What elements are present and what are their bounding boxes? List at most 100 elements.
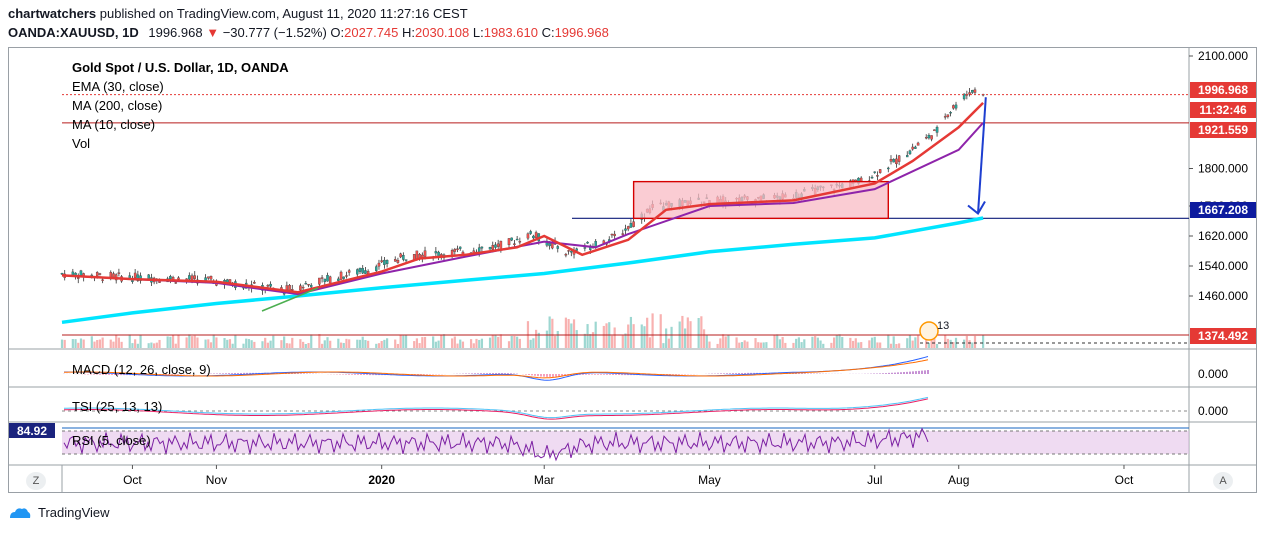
volume-bar xyxy=(724,336,727,348)
candle-body xyxy=(968,92,971,95)
volume-bar xyxy=(803,339,806,348)
volume-bar xyxy=(551,318,554,348)
volume-bar xyxy=(627,324,630,348)
zoom-reset-button[interactable]: Z xyxy=(26,472,46,490)
chart-frame[interactable] xyxy=(8,47,1257,493)
candle-body xyxy=(266,285,270,287)
volume-bar xyxy=(933,334,936,348)
high-value: 2030.108 xyxy=(415,25,470,40)
volume-bar xyxy=(234,334,237,348)
volume-bar xyxy=(177,334,180,348)
volume-bar xyxy=(166,336,169,348)
volume-bar xyxy=(364,340,367,348)
candle-body xyxy=(916,142,920,146)
volume-bar xyxy=(860,342,863,348)
volume-bar xyxy=(868,340,871,348)
volume-bar xyxy=(833,337,836,348)
candle-body xyxy=(586,241,589,244)
candle-body xyxy=(174,282,178,284)
candle-body xyxy=(935,126,939,133)
legend-ma10[interactable]: MA (10, close) xyxy=(72,117,155,132)
volume-bar xyxy=(507,341,511,348)
candle-body xyxy=(583,247,587,249)
consolidation-box[interactable] xyxy=(632,180,889,220)
volume-bar xyxy=(621,335,624,348)
volume-bar xyxy=(610,335,614,348)
volume-bar xyxy=(545,330,549,348)
candle-body xyxy=(456,248,459,250)
legend-macd[interactable]: MACD (12, 26, close, 9) xyxy=(72,362,211,377)
candle-body xyxy=(299,285,302,291)
volume-bar xyxy=(719,338,722,348)
volume-bar xyxy=(423,336,427,348)
volume-bar xyxy=(537,332,540,348)
legend-vol[interactable]: Vol xyxy=(72,136,90,151)
publish-info: chartwatchers published on TradingView.c… xyxy=(8,6,468,21)
price-tick-label: 1540.000 xyxy=(1198,259,1248,273)
tradingview-logo[interactable]: TradingView xyxy=(8,505,110,520)
candle-body xyxy=(878,169,882,173)
volume-bar xyxy=(702,329,706,348)
volume-bar xyxy=(212,334,215,348)
candle-body xyxy=(534,232,538,238)
candle-body xyxy=(458,246,462,249)
time-tick-label: 2020 xyxy=(368,473,395,487)
volume-bar xyxy=(71,339,74,348)
candle-body xyxy=(404,259,408,261)
volume-bar xyxy=(415,338,418,348)
support-badge-bg xyxy=(1190,202,1256,218)
candle-body xyxy=(488,246,492,250)
volume-bar xyxy=(418,343,421,348)
volume-bar xyxy=(253,341,256,348)
candle-body xyxy=(117,272,121,274)
forecast-arrow[interactable] xyxy=(977,97,987,214)
volume-bar xyxy=(684,328,687,348)
candle-body xyxy=(610,233,614,236)
trend-line[interactable] xyxy=(261,287,319,312)
volume-bar xyxy=(329,340,332,348)
legend-ema[interactable]: EMA (30, close) xyxy=(72,79,164,94)
rsi-badge-bg xyxy=(9,423,55,438)
volume-bar xyxy=(385,338,389,348)
volume-bar xyxy=(513,335,516,348)
legend-tsi[interactable]: TSI (25, 13, 13) xyxy=(72,399,162,414)
candle-body xyxy=(361,268,364,274)
price-tick-label: 1620.000 xyxy=(1198,229,1248,243)
volume-bar xyxy=(952,342,955,348)
candle-body xyxy=(60,273,64,275)
volume-bar xyxy=(822,343,825,348)
volume-bar xyxy=(697,318,700,348)
volume-bar xyxy=(115,335,118,348)
events-icon[interactable] xyxy=(919,321,939,341)
publisher-name[interactable]: chartwatchers xyxy=(8,6,97,21)
volume-bar xyxy=(765,342,768,348)
auto-scale-button[interactable]: A xyxy=(1213,472,1233,490)
candle-body xyxy=(375,266,378,271)
volume-bar xyxy=(887,334,890,348)
volume-bar xyxy=(421,337,424,348)
volume-bar xyxy=(797,337,800,348)
volume-bar xyxy=(204,339,207,348)
volume-bar xyxy=(572,319,576,348)
candle-body xyxy=(971,90,974,93)
volume-bar xyxy=(908,334,912,348)
volume-bar xyxy=(399,334,402,348)
volume-bar xyxy=(60,339,64,348)
ema-badge-bg xyxy=(1190,122,1256,138)
volume-bar xyxy=(207,339,210,348)
volume-bar xyxy=(911,340,914,348)
candle-body xyxy=(309,284,313,288)
time-axis[interactable]: Oct Nov 2020 Mar May Jul Aug Oct xyxy=(123,465,1134,487)
candle-body xyxy=(79,270,83,276)
legend-rsi[interactable]: RSI (5, close) xyxy=(72,433,151,448)
legend-ma200[interactable]: MA (200, close) xyxy=(72,98,162,113)
volume-bar xyxy=(553,335,557,348)
volume-bar xyxy=(475,338,478,348)
volume-bar xyxy=(854,338,857,348)
volume-bar xyxy=(949,339,952,348)
candle-body xyxy=(556,246,560,249)
candle-body xyxy=(190,275,194,281)
volume-bar xyxy=(497,336,500,348)
volume-bar xyxy=(266,342,269,348)
